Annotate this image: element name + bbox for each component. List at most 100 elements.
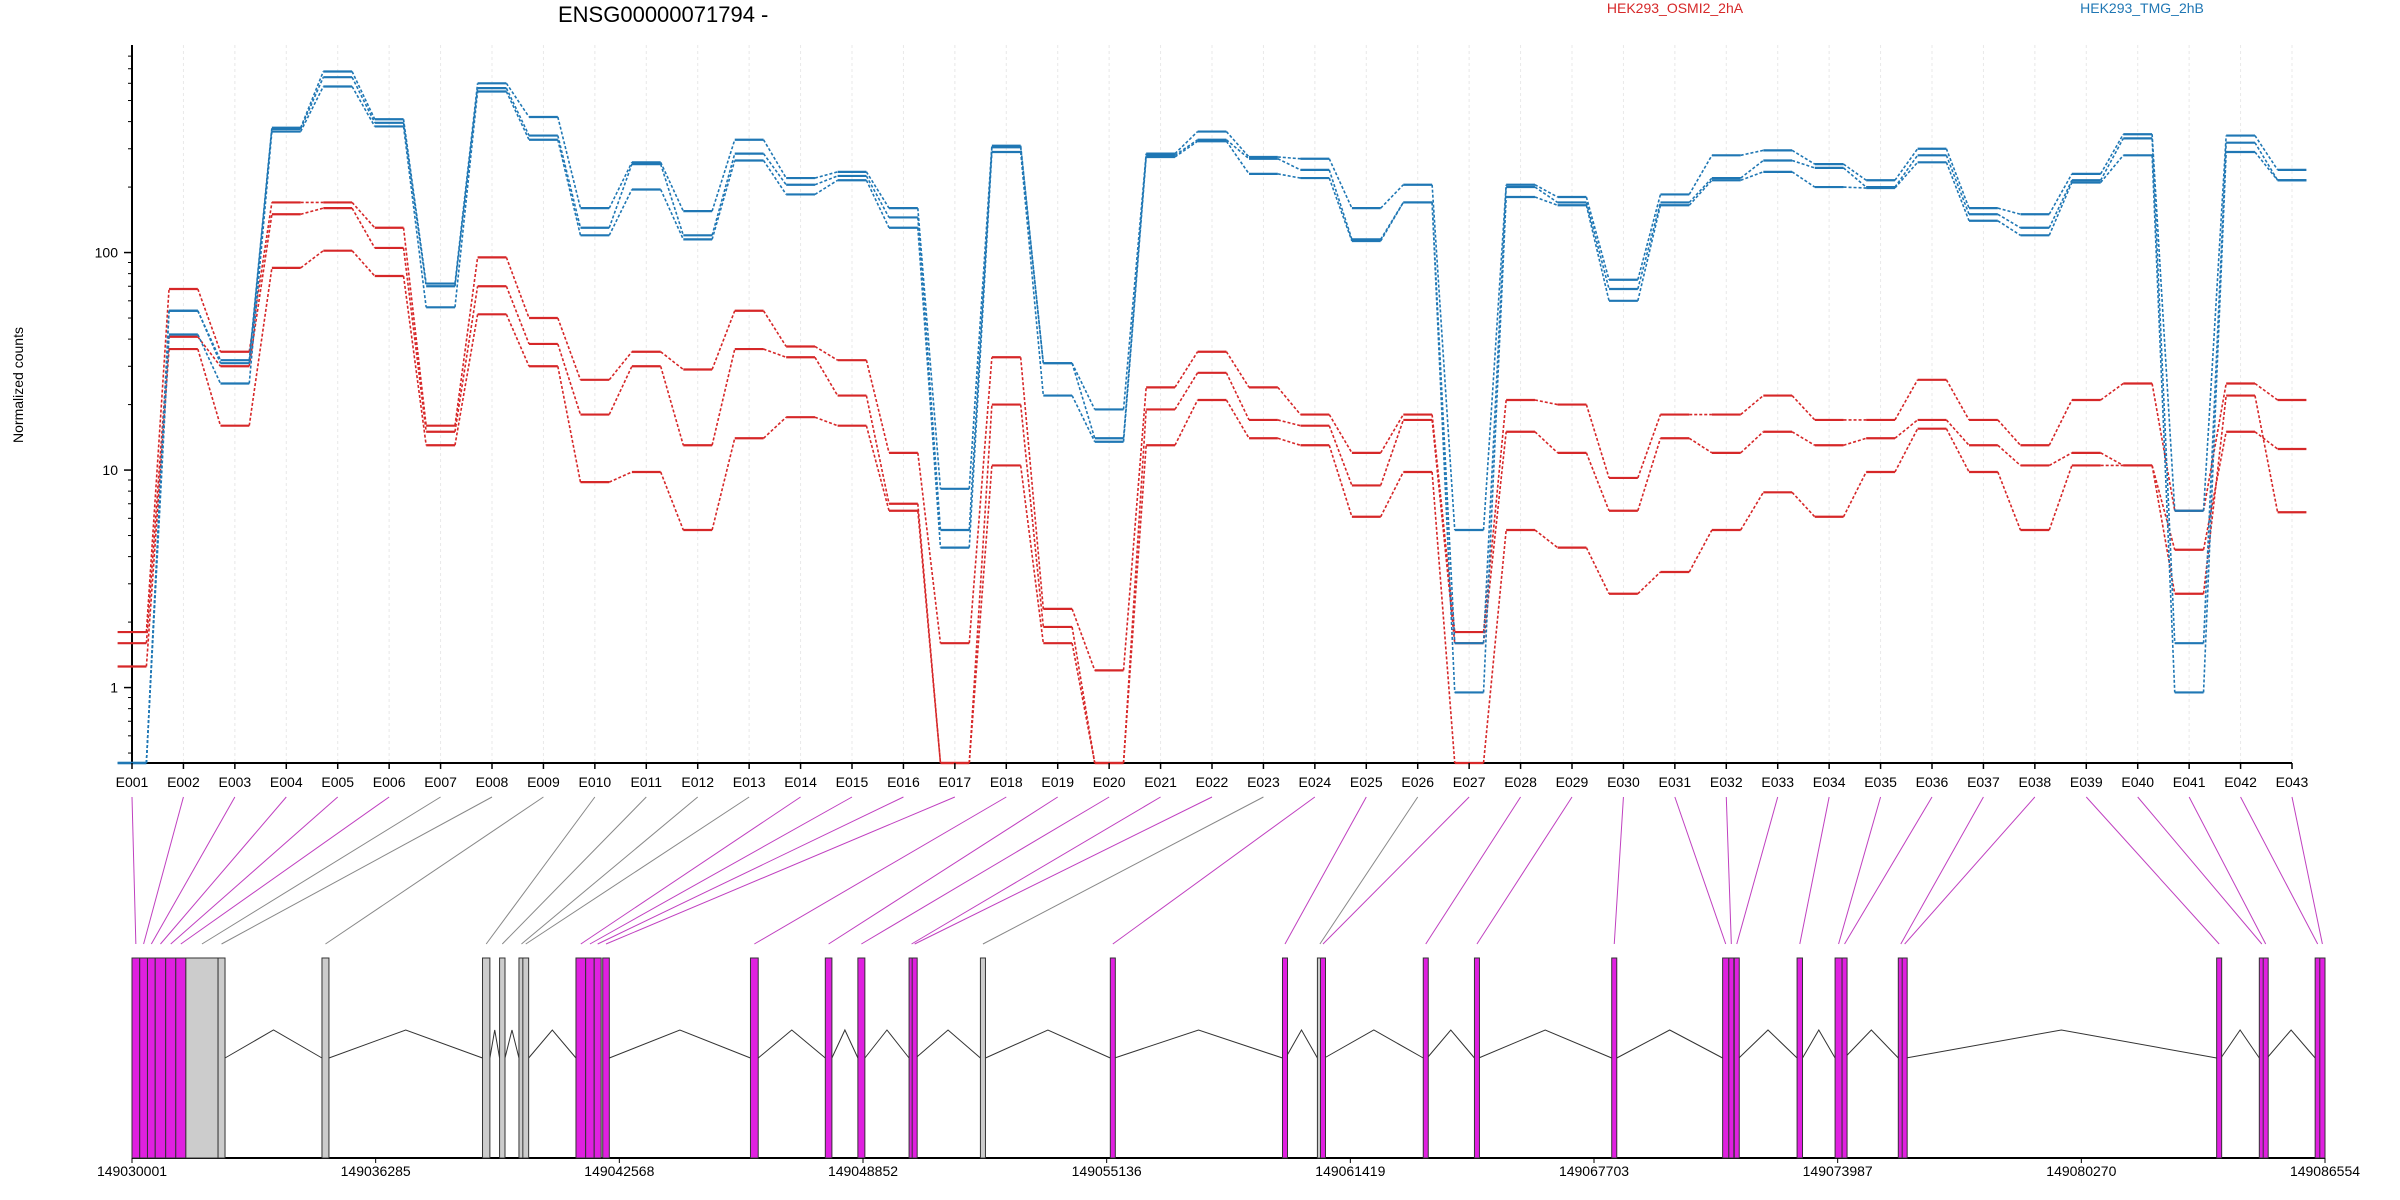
exon-E022 bbox=[911, 957, 918, 1159]
series-transition bbox=[1637, 438, 1662, 511]
series-transition bbox=[402, 227, 427, 426]
exon-E015 bbox=[585, 957, 595, 1159]
coordinate-label: 149036285 bbox=[341, 1163, 411, 1179]
series-transition bbox=[299, 86, 325, 132]
series-transition bbox=[1019, 151, 1045, 396]
series-transition bbox=[711, 153, 736, 236]
connector-E027 bbox=[1322, 796, 1470, 945]
series-transition bbox=[1791, 431, 1816, 446]
coordinate-label: 149048852 bbox=[828, 1163, 898, 1179]
series-transition bbox=[1482, 399, 1507, 633]
series-transition bbox=[1482, 187, 1507, 644]
series-transition bbox=[1174, 139, 1199, 156]
series-transition bbox=[1277, 419, 1301, 427]
connector-E017 bbox=[605, 796, 956, 945]
series-transition bbox=[1225, 351, 1250, 388]
series-transition bbox=[1843, 437, 1867, 447]
series-transition bbox=[814, 345, 839, 361]
series-transition bbox=[1019, 147, 1045, 364]
series-transition bbox=[1740, 171, 1764, 181]
series-transition bbox=[1482, 196, 1507, 693]
connector-E002 bbox=[143, 796, 184, 945]
series-transition bbox=[1482, 529, 1507, 764]
series-transition bbox=[2151, 155, 2176, 693]
x-tick-label-E030: E030 bbox=[1607, 774, 1640, 790]
x-tick-label-E020: E020 bbox=[1093, 774, 1126, 790]
series-transition bbox=[2151, 465, 2176, 594]
exon-E016 bbox=[593, 957, 602, 1159]
series-transition bbox=[1894, 428, 1919, 473]
intron bbox=[2220, 1029, 2260, 1059]
connector-E032 bbox=[1725, 796, 1732, 945]
series-transition bbox=[608, 189, 633, 236]
connector-E018 bbox=[754, 796, 1007, 945]
exon-E028 bbox=[1422, 957, 1429, 1159]
series-transition bbox=[1997, 207, 2021, 216]
series-transition bbox=[1791, 395, 1816, 421]
series-transition bbox=[1277, 386, 1302, 416]
series-transition bbox=[2100, 452, 2124, 467]
x-tick-labels: E001 E002 E003 E004 E005 E006 E007 E008 E009 E010… bbox=[116, 763, 2309, 790]
series-transition bbox=[1791, 171, 1816, 188]
series-transition bbox=[1277, 173, 1301, 179]
x-tick-label-E033: E033 bbox=[1761, 774, 1794, 790]
series-transition bbox=[1122, 409, 1147, 764]
series-transition bbox=[1431, 419, 1456, 644]
series-transition bbox=[1225, 131, 1250, 158]
exon-E019 bbox=[824, 957, 833, 1159]
series-transition bbox=[1740, 394, 1764, 416]
x-tick-label-E018: E018 bbox=[990, 774, 1023, 790]
series-transition bbox=[402, 247, 427, 432]
intron bbox=[985, 1029, 1111, 1059]
x-tick-label-E038: E038 bbox=[2019, 774, 2052, 790]
series-transition bbox=[711, 139, 736, 212]
series-transition bbox=[1379, 471, 1405, 518]
x-tick-label-E024: E024 bbox=[1299, 774, 1332, 790]
x-tick-label-E025: E025 bbox=[1350, 774, 1383, 790]
connector-E012 bbox=[521, 796, 699, 945]
x-tick-label-E006: E006 bbox=[373, 774, 406, 790]
series-transition bbox=[1534, 186, 1559, 204]
series-transition bbox=[2048, 179, 2073, 229]
intron bbox=[864, 1029, 910, 1059]
connector-E008 bbox=[221, 796, 493, 945]
series-transition bbox=[1174, 372, 1199, 410]
series-transition bbox=[1534, 431, 1559, 454]
chart-title: ENSG00000071794 - bbox=[558, 2, 768, 27]
connector-E023 bbox=[982, 796, 1264, 945]
series-transition bbox=[1585, 196, 1610, 280]
intron bbox=[504, 1029, 520, 1059]
connector-E030 bbox=[1613, 796, 1624, 945]
series-transition bbox=[1071, 362, 1096, 410]
legend: HEK293_OSMI2_2hA HEK293_TMG_2hB bbox=[1607, 0, 2204, 16]
series-transition bbox=[1842, 471, 1867, 518]
exon-E004 bbox=[154, 957, 167, 1159]
x-tick-label-E010: E010 bbox=[579, 774, 612, 790]
series-transition bbox=[145, 334, 170, 764]
series-transition bbox=[711, 348, 736, 446]
connector-E003 bbox=[150, 796, 236, 945]
x-tick-label-E028: E028 bbox=[1504, 774, 1537, 790]
series-transition bbox=[2202, 431, 2227, 550]
series-transition bbox=[1585, 452, 1610, 512]
connector-E026 bbox=[1319, 796, 1419, 945]
series-transition bbox=[1225, 372, 1250, 421]
series-transition bbox=[1688, 437, 1713, 454]
x-tick-label-E032: E032 bbox=[1710, 774, 1743, 790]
series-transition bbox=[2048, 182, 2073, 236]
intron bbox=[489, 1029, 501, 1059]
series-transition bbox=[145, 288, 170, 633]
x-tick-label-E002: E002 bbox=[167, 774, 200, 790]
series-transition bbox=[505, 257, 530, 319]
series-transition bbox=[2254, 151, 2279, 181]
series-transition bbox=[2151, 138, 2176, 644]
intron bbox=[1285, 1028, 1318, 1059]
connector-E028 bbox=[1425, 796, 1521, 945]
series-transition bbox=[1585, 404, 1610, 479]
series-transition bbox=[402, 126, 427, 308]
exon-E009 bbox=[321, 957, 330, 1159]
series-transition bbox=[814, 356, 839, 396]
series-transition bbox=[1277, 156, 1301, 160]
exon-E024 bbox=[1109, 957, 1116, 1159]
connector-E019 bbox=[828, 796, 1058, 945]
